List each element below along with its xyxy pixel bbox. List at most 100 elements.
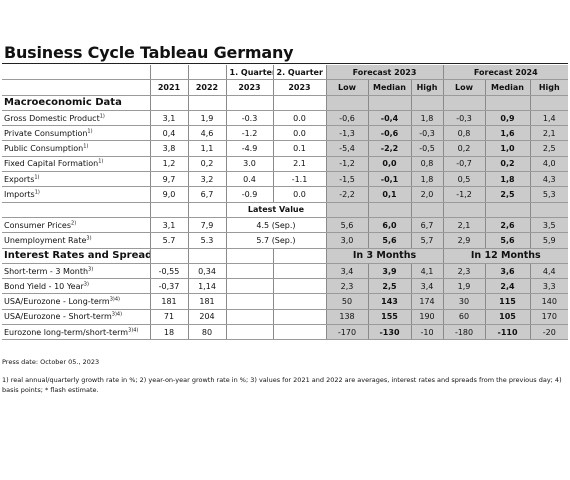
forecast-2023-cell: 5,7	[411, 232, 444, 249]
forecast-2024-cell: 5,3	[530, 186, 569, 203]
cell	[411, 202, 444, 218]
header-high: High	[530, 79, 569, 96]
cell	[368, 202, 412, 218]
latest-value: 4.5 (Sep.)	[226, 217, 327, 234]
cell	[150, 248, 189, 264]
forecast-2023-cell: -10	[411, 324, 444, 341]
table-row: Imports1) 9,0 6,7 -0.9 0.0 -2,2 0,1 2,0 -1,2 2,5 5…	[2, 186, 569, 203]
header-low: Low	[326, 79, 369, 96]
forecast-2024-cell: -110	[485, 324, 531, 341]
row-label: Imports1)	[2, 186, 151, 203]
forecast-2024-cell: 2,5	[530, 140, 569, 157]
value-q1-2023: -0.3	[226, 110, 274, 127]
forecast-2023-cell: 1,8	[411, 171, 444, 188]
cell	[226, 248, 274, 264]
cell	[226, 278, 274, 295]
value-2022: 181	[188, 293, 227, 310]
forecast-2023-cell: 4,1	[411, 263, 444, 280]
footnote-ref: 3)4)	[109, 296, 120, 303]
table-row: Public Consumption1) 3,8 1,1 -4.9 0.1 -5,4 -2,…	[2, 140, 569, 157]
table-row: Consumer Prices2) 3,1 7,9 4.5 (Sep.) 5,6 6,0 6…	[2, 217, 569, 234]
table-row: Private Consumption1) 0,4 4,6 -1.2 0.0 -1,3 -0…	[2, 125, 569, 142]
forecast-2023-cell: 3,4	[411, 278, 444, 295]
forecast-2024-cell: 0,2	[443, 140, 486, 157]
forecast-2023-cell: -1,2	[326, 156, 369, 173]
cell	[226, 293, 274, 310]
footnote-ref: 3)4)	[128, 327, 139, 334]
row-label-text: Bond Yield - 10 Year	[4, 281, 84, 291]
header-2022: 2022	[188, 79, 227, 96]
cell	[530, 95, 569, 111]
forecast-2023-cell: 3,9	[368, 263, 412, 280]
row-label: Exports1)	[2, 171, 151, 188]
forecast-2024-cell: -0,7	[443, 156, 486, 173]
forecast-2023-cell: -0,6	[326, 110, 369, 127]
cell	[326, 202, 369, 218]
cell	[411, 95, 444, 111]
notes: Press date: October 05., 2023 1) real an…	[2, 357, 566, 403]
value-2021: 9,0	[150, 186, 189, 203]
footnote-ref: 1)	[34, 189, 40, 196]
cell	[150, 95, 189, 111]
footnote-ref: 1)	[99, 112, 105, 119]
page-title: Business Cycle Tableau Germany	[4, 43, 294, 62]
cell	[443, 202, 486, 218]
value-2021: 5.7	[150, 232, 189, 249]
cell	[273, 248, 327, 264]
table-row: USA/Eurozone - Short-term3)4) 71 204 138 155…	[2, 309, 569, 326]
value-q2-2023: 2.1	[273, 156, 327, 173]
header-median: Median	[368, 79, 412, 96]
forecast-2024-cell: 2,1	[443, 217, 486, 234]
row-label-text: Short-term - 3 Month	[4, 266, 89, 276]
forecast-2024-cell: 3,3	[530, 278, 569, 295]
header-forecast-2023: Forecast 2023	[326, 65, 444, 81]
row-label-text: Unemployment Rate	[4, 235, 87, 245]
footnote-ref: 1)	[83, 143, 89, 150]
table-row: Fixed Capital Formation1) 1,2 0,2 3.0 2.1 -1,…	[2, 156, 569, 173]
forecast-2024-cell: 2,9	[443, 232, 486, 249]
forecast-2023-cell: 5,6	[368, 232, 412, 249]
cell	[226, 309, 274, 326]
forecast-2024-cell: 115	[485, 293, 531, 310]
table-row: Unemployment Rate3) 5.7 5.3 5.7 (Sep.) 3,0 5,…	[2, 232, 569, 249]
title-rule	[2, 63, 568, 64]
forecast-2023-cell: -130	[368, 324, 412, 341]
value-2022: 6,7	[188, 186, 227, 203]
forecast-2024-cell: 4,0	[530, 156, 569, 173]
in-12-months: In 12 Months	[443, 248, 569, 264]
forecast-2024-cell: -1,2	[443, 186, 486, 203]
header-q1: 1. Quarter	[226, 65, 274, 81]
forecast-2023-cell: 2,5	[368, 278, 412, 295]
cell	[273, 293, 327, 310]
value-2022: 7,9	[188, 217, 227, 234]
footnote-ref: 3)	[83, 281, 89, 288]
forecast-2024-cell: 30	[443, 293, 486, 310]
value-2022: 80	[188, 324, 227, 341]
value-q1-2023: -0.9	[226, 186, 274, 203]
latest-value-header: Latest Value	[2, 202, 569, 218]
section-title: Interest Rates and Spreads	[2, 248, 151, 264]
forecast-2023-cell: 50	[326, 293, 369, 310]
row-label: Gross Domestic Product1)	[2, 110, 151, 127]
value-2022: 204	[188, 309, 227, 326]
row-label: Bond Yield - 10 Year3)	[2, 278, 151, 295]
forecast-2023-cell: -2,2	[326, 186, 369, 203]
forecast-2024-cell: 0,9	[485, 110, 531, 127]
table-row: Short-term - 3 Month3) -0,55 0,34 3,4 3,9 4,1…	[2, 263, 569, 280]
forecast-2024-cell: 60	[443, 309, 486, 326]
row-label-text: Fixed Capital Formation	[4, 159, 99, 169]
cell	[273, 309, 327, 326]
value-2022: 4,6	[188, 125, 227, 142]
cell	[188, 95, 227, 111]
header-2021: 2021	[150, 79, 189, 96]
forecast-2024-cell: -20	[530, 324, 569, 341]
forecast-2024-cell: 170	[530, 309, 569, 326]
cell	[188, 65, 227, 81]
value-q2-2023: 0.1	[273, 140, 327, 157]
header-q2: 2. Quarter	[273, 65, 327, 81]
forecast-2023-cell: -0,4	[368, 110, 412, 127]
forecast-2024-cell: 3,6	[485, 263, 531, 280]
forecast-2024-cell: 2,3	[443, 263, 486, 280]
forecast-2023-cell: -2,2	[368, 140, 412, 157]
forecast-2024-cell: 0,8	[443, 125, 486, 142]
